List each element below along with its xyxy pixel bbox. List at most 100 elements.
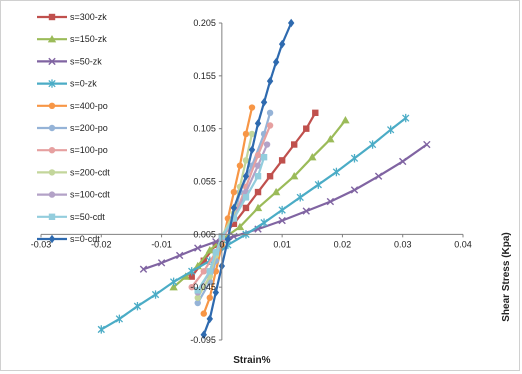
data-point: [230, 188, 238, 196]
data-point: [194, 299, 201, 307]
data-point: [194, 294, 201, 301]
data-point: [374, 172, 383, 180]
y-tick-label: -0.045: [190, 282, 216, 292]
data-point: [188, 273, 195, 280]
data-point: [206, 268, 213, 275]
legend-label: s=100-cdt: [70, 190, 110, 200]
data-point: [278, 216, 286, 225]
series-s-400-po: [200, 104, 256, 317]
data-point: [224, 235, 232, 244]
x-tick-label: 0.02: [334, 239, 352, 249]
data-point: [115, 314, 124, 324]
legend-label: s=100-po: [70, 145, 108, 155]
y-axis-title: Shear Stress (Kpa): [501, 232, 512, 321]
data-point: [248, 145, 256, 154]
data-point: [254, 151, 262, 159]
y-tick-label: 0.005: [193, 229, 216, 239]
x-tick-label: 0.03: [394, 239, 412, 249]
legend-swatch-marker: [47, 35, 57, 43]
legend-label: s=50-cdt: [70, 212, 105, 222]
x-tick-label: 0: [219, 239, 224, 249]
data-point: [169, 277, 178, 287]
data-point: [188, 283, 195, 291]
legend-item: s=0-zk: [37, 79, 97, 89]
series-layer: [97, 18, 431, 339]
legend-item: s=100-po: [37, 145, 108, 155]
data-point: [242, 204, 250, 212]
data-point: [133, 301, 142, 311]
data-point: [206, 294, 213, 301]
y-tick-label: 0.205: [193, 18, 216, 28]
data-point: [260, 153, 268, 161]
data-point: [200, 310, 207, 317]
data-point: [332, 167, 341, 177]
data-point: [350, 154, 359, 163]
legend-item: s=200-po: [37, 123, 108, 133]
data-point: [188, 267, 196, 276]
data-point: [290, 172, 299, 180]
data-point: [278, 39, 286, 49]
data-point: [302, 207, 310, 215]
legend-item: s=150-zk: [37, 34, 107, 44]
series-s-200-cdt: [194, 130, 256, 301]
legend: s=300-zk s=150-zk s=50-zk s=0-zk s=400-po s=2…: [37, 12, 110, 244]
data-point: [248, 104, 256, 111]
series-s-50-zk: [139, 140, 431, 273]
data-point: [230, 215, 238, 222]
data-point: [303, 125, 310, 132]
data-point: [194, 287, 201, 294]
data-point: [254, 162, 262, 169]
data-point: [266, 122, 274, 129]
data-point: [260, 218, 268, 227]
legend-swatch-marker: [48, 234, 56, 244]
y-tick-label: -0.095: [190, 335, 216, 345]
data-point: [266, 173, 274, 180]
legend-item: s=50-cdt: [37, 212, 105, 222]
series-s-150-zk: [169, 116, 350, 291]
legend-item: s=0-cdt: [37, 234, 100, 244]
data-point: [341, 116, 350, 124]
data-point: [151, 290, 160, 299]
x-tick-label: -0.03: [31, 239, 52, 249]
legend-swatch-marker: [48, 13, 56, 21]
data-point: [235, 222, 245, 231]
y-tick-label: 0.105: [193, 124, 216, 134]
data-point: [230, 203, 238, 213]
data-point: [242, 130, 250, 138]
data-point: [236, 162, 244, 169]
data-point: [272, 57, 280, 67]
data-point: [254, 188, 262, 196]
legend-swatch-marker: [48, 102, 56, 110]
data-point: [271, 187, 281, 196]
data-point: [169, 282, 178, 291]
data-point: [308, 152, 317, 161]
data-point: [212, 249, 220, 256]
series-line: [143, 143, 428, 271]
data-point: [291, 141, 298, 148]
y-tick-label: 0.155: [193, 71, 216, 81]
data-point: [326, 197, 335, 206]
x-tick-label: -0.02: [91, 239, 112, 249]
data-point: [278, 157, 286, 164]
data-point: [402, 113, 410, 123]
data-point: [200, 330, 207, 339]
data-point: [175, 251, 184, 260]
data-point: [205, 245, 214, 254]
data-point: [97, 325, 105, 334]
data-point: [386, 125, 395, 134]
data-point: [139, 265, 148, 273]
tick-labels: -0.03 -0.02 -0.01 0 0.01 0.02 0.03 0.04 -0.095 -0…: [31, 18, 472, 345]
data-point: [350, 186, 359, 194]
legend-swatch-marker: [48, 191, 56, 198]
data-point: [242, 157, 250, 164]
data-point: [287, 18, 295, 28]
legend-swatch-marker: [48, 79, 56, 88]
data-point: [212, 288, 220, 297]
legend-item: s=400-po: [37, 101, 108, 111]
series-s-0-cdt: [200, 18, 295, 339]
data-point: [253, 203, 263, 212]
x-tick-label: 0.01: [273, 239, 291, 249]
data-point: [242, 194, 250, 201]
legend-label: s=50-zk: [70, 56, 102, 66]
